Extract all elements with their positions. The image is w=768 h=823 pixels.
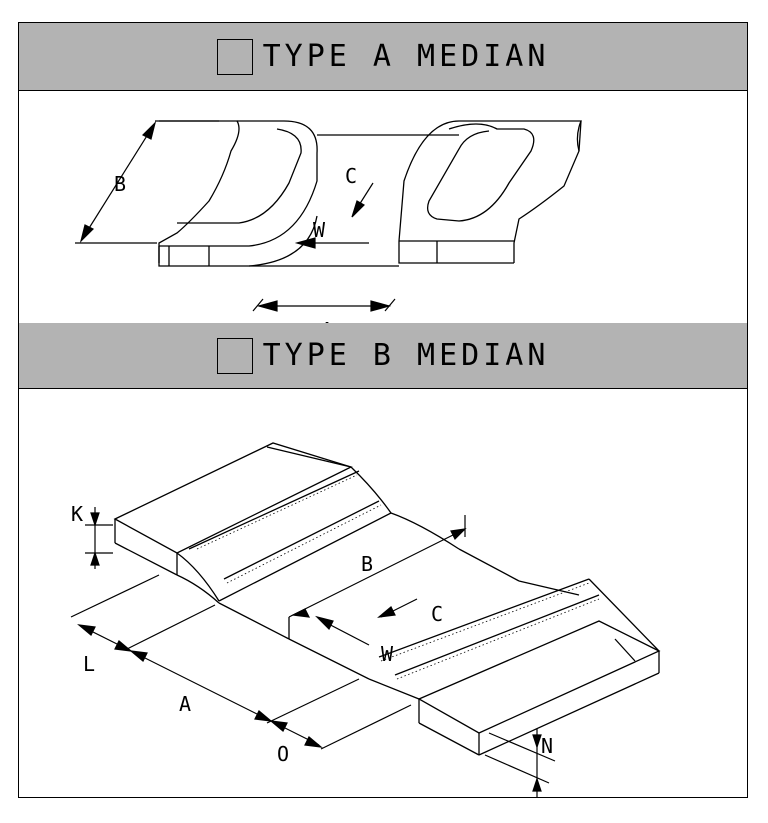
type-a-slab xyxy=(158,120,582,267)
type-b-slab xyxy=(113,442,661,756)
diagram-frame: TYPE A MEDIAN xyxy=(18,22,748,798)
type-a-label-a: A xyxy=(321,318,333,323)
type-b-label-l: L xyxy=(83,652,95,676)
type-b-title: TYPE B MEDIAN xyxy=(262,338,550,373)
type-b-dim-b xyxy=(288,515,467,618)
type-b-label-o: O xyxy=(277,742,289,766)
type-a-arrow-w xyxy=(294,237,369,249)
type-b-arrow-w xyxy=(315,615,370,646)
type-b-arrow-c xyxy=(377,598,418,618)
type-b-dim-n xyxy=(484,729,556,797)
type-b-label-w: W xyxy=(381,642,394,666)
type-b-drawing: K B C W xyxy=(70,442,661,797)
type-a-dim-a xyxy=(252,298,396,312)
type-a-label-c: C xyxy=(345,164,357,188)
type-b-label-n: N xyxy=(541,734,553,758)
type-b-dim-k xyxy=(85,507,113,569)
type-b-dim-l-a-o xyxy=(70,574,412,750)
type-b-label-k: K xyxy=(71,502,83,526)
type-b-label-c: C xyxy=(431,602,443,626)
type-a-drawing: B C W A xyxy=(75,120,582,323)
type-a-checkbox[interactable] xyxy=(216,38,253,75)
type-a-title: TYPE A MEDIAN xyxy=(262,39,550,74)
type-a-label-b: B xyxy=(114,172,126,196)
type-a-arrow-c xyxy=(351,182,374,218)
type-b-checkbox[interactable] xyxy=(216,337,253,374)
type-a-header: TYPE A MEDIAN xyxy=(19,23,747,91)
type-a-dim-b xyxy=(75,120,219,244)
type-b-hatching xyxy=(196,474,600,680)
type-b-header: TYPE B MEDIAN xyxy=(19,323,747,389)
type-b-label-b: B xyxy=(361,552,373,576)
type-a-label-w: W xyxy=(313,218,326,242)
type-b-label-a: A xyxy=(179,692,191,716)
